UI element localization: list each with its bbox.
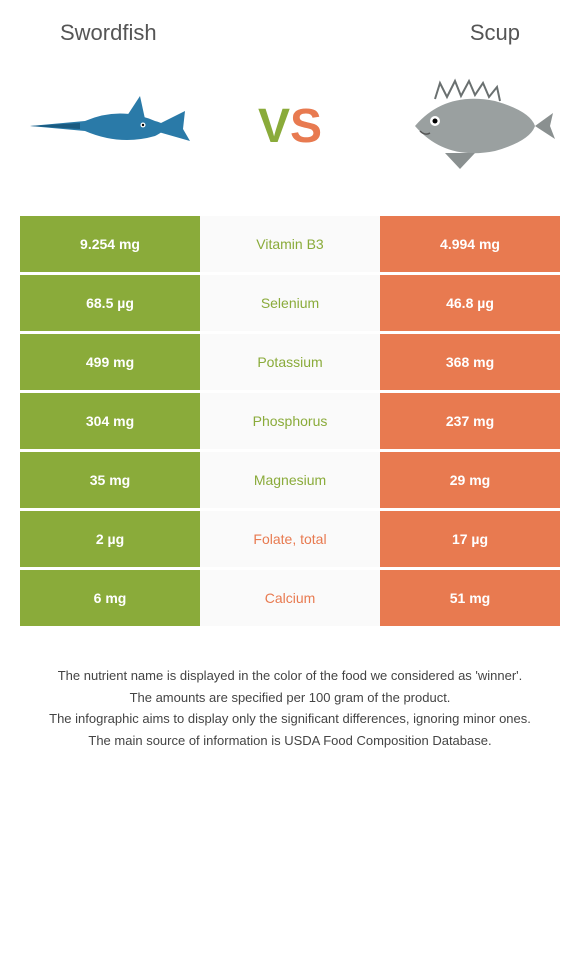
right-value: 368 mg — [380, 334, 560, 390]
left-value: 499 mg — [20, 334, 200, 390]
table-row: 2 µgFolate, total17 µg — [20, 511, 560, 567]
left-value: 304 mg — [20, 393, 200, 449]
table-row: 68.5 µgSelenium46.8 µg — [20, 275, 560, 331]
footer-line: The nutrient name is displayed in the co… — [30, 666, 550, 686]
nutrient-label: Magnesium — [200, 452, 380, 508]
nutrient-table: 9.254 mgVitamin B34.994 mg68.5 µgSeleniu… — [20, 216, 560, 626]
nutrient-label: Vitamin B3 — [200, 216, 380, 272]
right-value: 29 mg — [380, 452, 560, 508]
left-food-title: Swordfish — [60, 20, 157, 46]
nutrient-label: Potassium — [200, 334, 380, 390]
table-row: 6 mgCalcium51 mg — [20, 570, 560, 626]
nutrient-label: Phosphorus — [200, 393, 380, 449]
nutrient-label: Calcium — [200, 570, 380, 626]
left-value: 9.254 mg — [20, 216, 200, 272]
nutrient-label: Selenium — [200, 275, 380, 331]
table-row: 304 mgPhosphorus237 mg — [20, 393, 560, 449]
left-value: 2 µg — [20, 511, 200, 567]
right-value: 46.8 µg — [380, 275, 560, 331]
footer-line: The main source of information is USDA F… — [30, 731, 550, 751]
footer-notes: The nutrient name is displayed in the co… — [0, 666, 580, 750]
scup-image — [380, 66, 560, 186]
left-value: 35 mg — [20, 452, 200, 508]
table-row: 9.254 mgVitamin B34.994 mg — [20, 216, 560, 272]
swordfish-image — [20, 66, 200, 186]
vs-letter-v: V — [258, 100, 290, 153]
right-value: 4.994 mg — [380, 216, 560, 272]
left-value: 68.5 µg — [20, 275, 200, 331]
right-value: 51 mg — [380, 570, 560, 626]
right-value: 17 µg — [380, 511, 560, 567]
vs-badge: VS — [258, 99, 322, 154]
footer-line: The amounts are specified per 100 gram o… — [30, 688, 550, 708]
right-value: 237 mg — [380, 393, 560, 449]
footer-line: The infographic aims to display only the… — [30, 709, 550, 729]
table-row: 35 mgMagnesium29 mg — [20, 452, 560, 508]
table-row: 499 mgPotassium368 mg — [20, 334, 560, 390]
vs-row: VS — [0, 56, 580, 216]
vs-letter-s: S — [290, 100, 322, 153]
left-value: 6 mg — [20, 570, 200, 626]
right-food-title: Scup — [470, 20, 520, 46]
nutrient-label: Folate, total — [200, 511, 380, 567]
